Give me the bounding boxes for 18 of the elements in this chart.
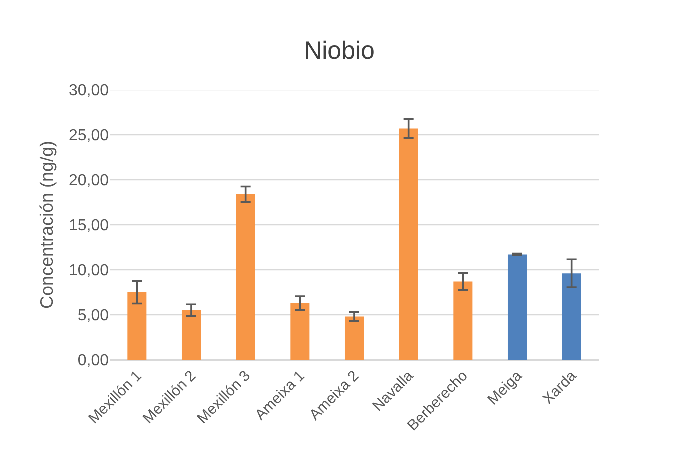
y-tick-label: 30,00 (68, 82, 110, 100)
chart-title: Niobio (304, 36, 375, 65)
bar (562, 274, 582, 360)
bar (454, 282, 473, 360)
y-axis-title: Concentración (ng/g) (37, 140, 58, 310)
y-tick-label: 25,00 (68, 128, 110, 145)
y-tick-label: 0,00 (78, 352, 110, 370)
y-tick-label: 15,00 (68, 218, 110, 235)
bar (128, 292, 147, 360)
y-tick-label: 10,00 (68, 262, 110, 280)
bar (399, 128, 418, 360)
bar (508, 254, 528, 360)
bar (236, 194, 256, 360)
bar (344, 316, 364, 360)
bar (290, 303, 310, 360)
y-tick-label: 20,00 (68, 172, 110, 190)
bar (182, 310, 202, 360)
y-tick-label: 5,00 (78, 308, 110, 325)
